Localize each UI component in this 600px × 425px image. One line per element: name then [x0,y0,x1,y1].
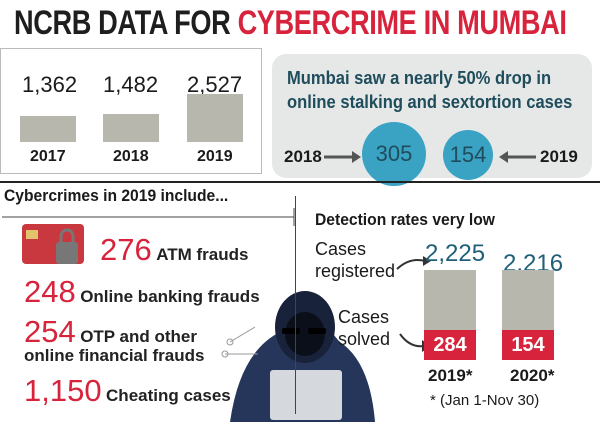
value-2018: 1,482 [103,72,159,97]
dashed-connector-line [2,208,295,226]
solved-bar-2019: 284 [424,330,476,360]
crime-atm: 276 ATM frauds [100,232,248,268]
circle-2019: 154 [443,130,493,180]
det-year-2019: 2019* [428,366,473,385]
crime-otp-line2: online financial frauds [24,346,204,366]
vertical-divider [295,196,296,414]
value-2019: 2,527 [187,72,243,97]
value-2017: 1,362 [22,72,78,97]
horizontal-divider [0,181,600,183]
drop-text: Mumbai saw a nearly 50% drop in online s… [287,68,573,112]
crime-cheating-num: 1,150 [24,373,102,408]
crime-online-num: 248 [24,274,76,309]
crime-online: 248 Online banking frauds [24,274,260,310]
page-title: NCRB DATA FOR CYBERCRIME IN MUMBAI [14,4,567,44]
circle-2018: 305 [362,122,426,186]
crime-otp-label: OTP and other [80,327,197,346]
crime-atm-label: ATM frauds [156,245,249,264]
registered-2019: 2,225 [425,240,486,267]
crime-otp-label2: online financial frauds [24,346,205,365]
bar-2018 [103,114,159,142]
crime-otp: 254 OTP and other [24,314,197,350]
drop-year-right: 2019 [540,147,578,166]
footnote: * (Jan 1-Nov 30) [430,392,540,409]
det-year-2020: 2020* [510,366,555,385]
year-label-2017: 2017 [30,148,66,165]
bar-2017 [20,116,76,142]
crime-otp-num: 254 [24,314,76,349]
crime-cheating: 1,150 Cheating cases [24,373,231,409]
drop-year-left: 2018 [284,147,322,166]
title-part1: NCRB DATA FOR [14,4,238,42]
bar-2019 [187,94,243,142]
crime-cheating-label: Cheating cases [106,386,231,405]
registered-arrow-icon [396,256,431,270]
solved-label: Cases solved [338,307,391,349]
detection-heading: Detection rates very low [315,210,495,229]
crime-online-label: Online banking frauds [80,287,260,306]
arrow-left-icon [499,151,536,163]
year-label-2018: 2018 [113,148,149,165]
year-label-2019: 2019 [197,148,233,165]
atm-card-icon [22,224,84,264]
title-part2: CYBERCRIME IN MUMBAI [237,4,567,42]
crime-atm-num: 276 [100,232,152,267]
crimes-heading: Cybercrimes in 2019 include... [4,186,229,205]
registered-label: Cases registered [315,239,396,281]
arrow-right-icon [324,151,361,163]
solved-bar-2020: 154 [502,330,554,360]
